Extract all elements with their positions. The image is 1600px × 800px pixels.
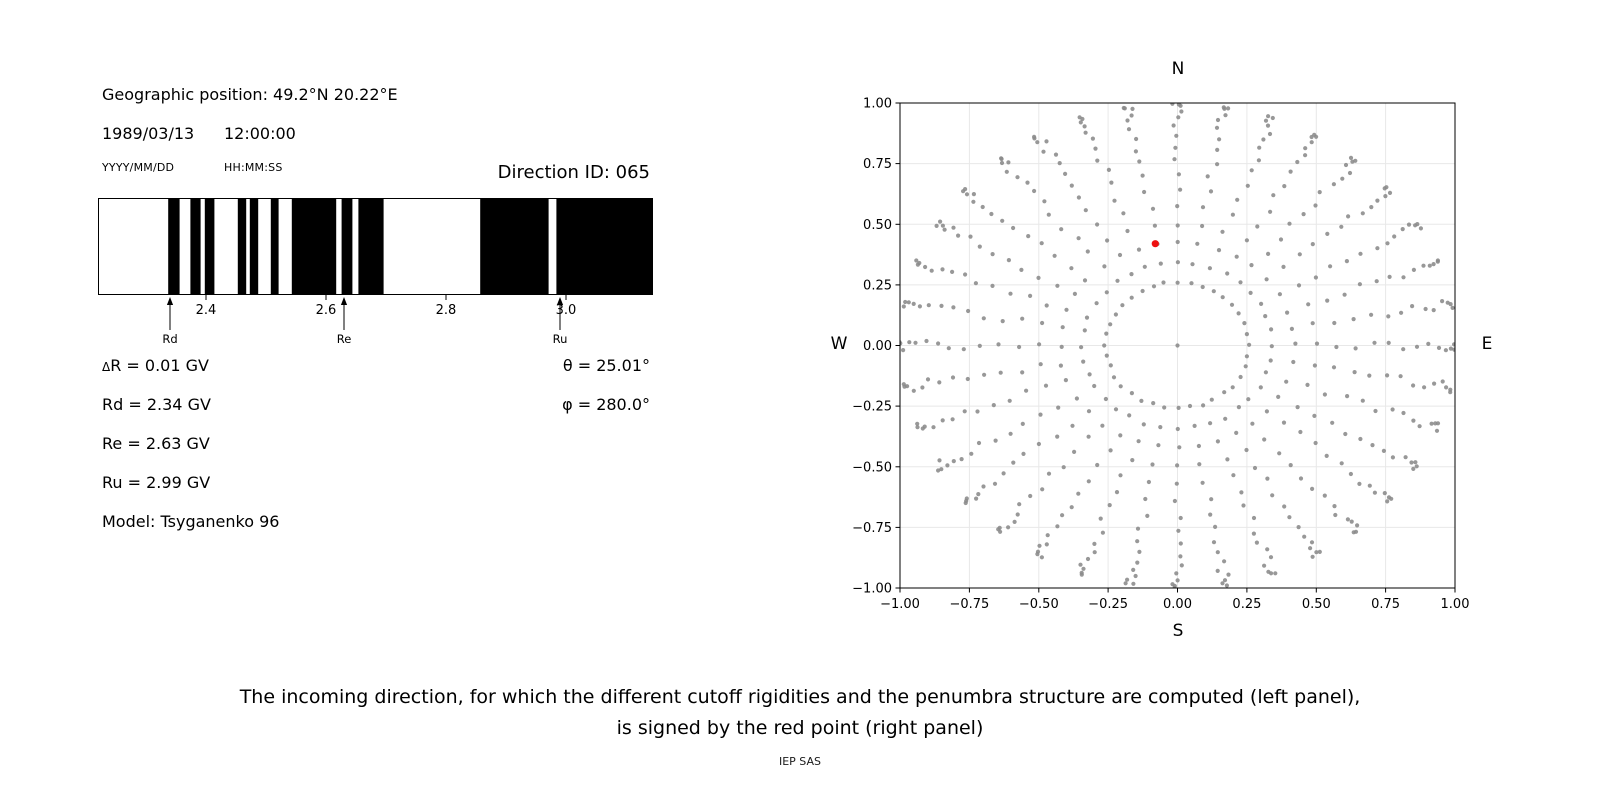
penumbra-axis: 2.4 2.6 2.8 3.0 — [196, 295, 577, 318]
x-tick-label: −0.75 — [949, 597, 989, 612]
compass-west-label: W — [830, 334, 848, 354]
credit-label: IEP SAS — [778, 755, 822, 768]
rd-value: Rd = 2.34 GV — [102, 395, 211, 414]
phi-value: φ = 280.0° — [562, 395, 650, 414]
y-tick-label: 0.75 — [863, 157, 892, 172]
penumbra-frame — [98, 198, 653, 295]
y-tick-label: −0.75 — [852, 521, 892, 536]
x-tick-label: 0.75 — [1371, 597, 1400, 612]
y-tick-label: −0.50 — [852, 460, 892, 475]
x-tick-label: 1.00 — [1441, 597, 1470, 612]
geographic-position: Geographic position: 49.2°N 20.22°E — [102, 85, 398, 104]
y-axis: −1.00 −0.75 −0.50 −0.25 0.00 0.25 0.50 0.75 1.00 — [852, 97, 900, 597]
y-tick-label: 0.25 — [863, 278, 892, 293]
penumbra-bands — [168, 198, 653, 295]
direction-points — [900, 103, 1455, 588]
x-axis: −1.00 −0.75 −0.50 −0.25 0.00 0.25 0.50 0.75 1.00 — [880, 588, 1469, 612]
penumbra-chart: 2.4 2.6 2.8 3.0 Rd Re Ru — [98, 198, 653, 350]
x-tick-label: −0.50 — [1019, 597, 1059, 612]
cutoff-marker-label: Ru — [553, 332, 568, 346]
delta-r-value: ΔR = 0.01 GV — [102, 356, 209, 375]
cutoff-markers: Rd Re Ru — [162, 297, 567, 346]
direction-id: Direction ID: 065 — [497, 162, 650, 183]
x-tick-label: −0.25 — [1088, 597, 1128, 612]
y-tick-label: −1.00 — [852, 582, 892, 597]
time-format-label: HH:MM:SS — [224, 161, 283, 174]
x-tick-label: −1.00 — [880, 597, 920, 612]
penumbra-tick-label: 2.6 — [316, 303, 337, 318]
penumbra-svg: 2.4 2.6 2.8 3.0 Rd Re Ru — [98, 198, 653, 346]
y-tick-label: 0.00 — [863, 339, 892, 354]
penumbra-tick-label: 2.8 — [436, 303, 457, 318]
cutoff-marker-label: Rd — [162, 332, 177, 346]
cutoff-marker-label: Re — [337, 332, 352, 346]
delta-r-text: R = 0.01 GV — [110, 356, 209, 375]
y-tick-label: −0.25 — [852, 400, 892, 415]
penumbra-tick-label: 3.0 — [556, 303, 577, 318]
theta-value: θ = 25.01° — [562, 356, 650, 375]
figure-caption: The incoming direction, for which the di… — [0, 688, 1600, 738]
re-value: Re = 2.63 GV — [102, 434, 210, 453]
compass-north-label: N — [1171, 59, 1185, 79]
ru-value: Ru = 2.99 GV — [102, 473, 211, 492]
x-tick-label: 0.00 — [1163, 597, 1192, 612]
delta-symbol: Δ — [102, 360, 111, 374]
x-tick-label: 0.25 — [1232, 597, 1261, 612]
y-tick-label: 0.50 — [863, 218, 892, 233]
selected-direction-point — [1151, 240, 1159, 248]
caption-line-2: is signed by the red point (right panel) — [616, 717, 984, 739]
compass-east-label: E — [1481, 334, 1493, 354]
penumbra-tick-label: 2.4 — [196, 303, 217, 318]
direction-svg: −1.00 −0.75 −0.50 −0.25 0.00 0.25 0.50 0.75 1.00… — [852, 97, 1469, 613]
caption-line-1: The incoming direction, for which the di… — [239, 686, 1361, 708]
date-format-label: YYYY/MM/DD — [102, 161, 175, 174]
time-value: 12:00:00 — [224, 124, 296, 143]
date-value: 1989/03/13 — [102, 124, 195, 143]
y-tick-label: 1.00 — [863, 97, 892, 112]
direction-plot: −1.00 −0.75 −0.50 −0.25 0.00 0.25 0.50 0.75 1.00… — [820, 55, 1510, 655]
model-name: Model: Tsyganenko 96 — [102, 512, 280, 531]
x-tick-label: 0.50 — [1302, 597, 1331, 612]
compass-south-label: S — [1172, 621, 1184, 641]
